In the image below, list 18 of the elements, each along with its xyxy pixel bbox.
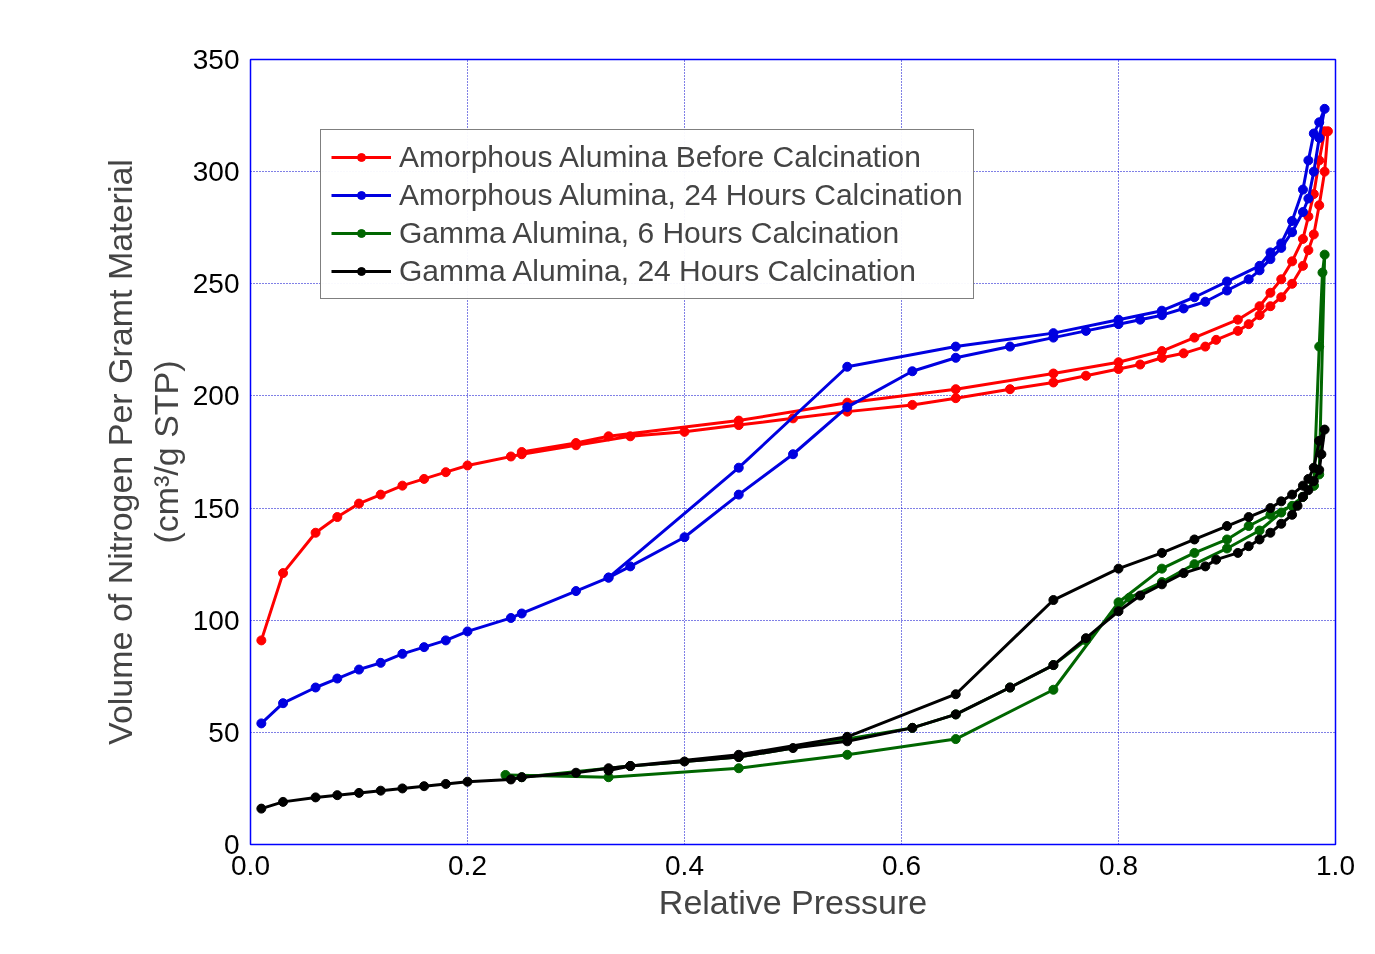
y-tick-label: 150 [192, 492, 240, 524]
y-tick-label: 300 [192, 156, 240, 188]
x-tick-label: 0.2 [448, 849, 487, 881]
y-tick-label: 250 [192, 268, 240, 300]
x-axis-title: Relative Pressure [658, 882, 928, 921]
x-tick-label: 0.6 [882, 849, 921, 881]
y-tick-label: 50 [208, 716, 240, 748]
y-axis-title: Volume of Nitrogen Per Gramt Material (cm³/g STP) [101, 159, 185, 745]
legend-label: Gamma Alumina, 24 Hours Calcination [399, 254, 916, 288]
y-tick-label: 350 [192, 44, 240, 75]
y-tick-label: 100 [192, 604, 240, 636]
legend-label: Amorphous Alumina Before Calcination [399, 140, 921, 174]
x-tick-label: 1.0 [1316, 849, 1355, 881]
legend-label: Gamma Alumina, 6 Hours Calcination [399, 216, 900, 250]
x-tick-label: 0.8 [1099, 849, 1138, 881]
x-tick-label: 0.4 [665, 849, 704, 881]
legend-label: Amorphous Alumina, 24 Hours Calcination [399, 178, 963, 212]
y-tick-label: 200 [192, 380, 240, 412]
